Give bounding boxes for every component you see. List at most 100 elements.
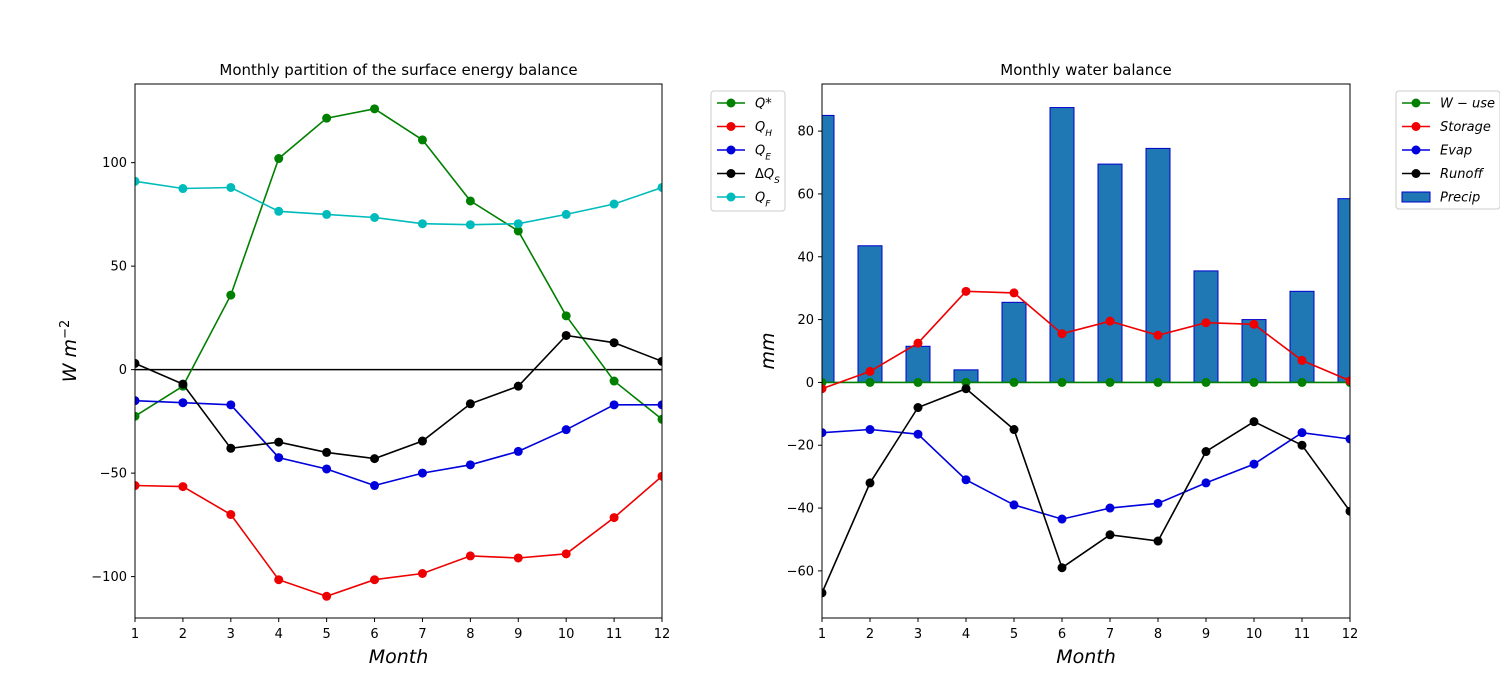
legend-prefix: Δ — [755, 167, 764, 182]
legend-sub: E — [765, 153, 771, 163]
x-tick-label: 1 — [818, 627, 826, 642]
x-tick-label: 10 — [1246, 627, 1263, 642]
series-point — [1009, 425, 1019, 435]
series-point — [561, 330, 571, 340]
series-point — [417, 569, 427, 578]
legend-marker — [726, 192, 736, 202]
series-point — [1153, 377, 1163, 387]
precip-bar — [1337, 198, 1350, 383]
legend-marker — [1411, 169, 1421, 178]
legend-sub: F — [765, 200, 771, 210]
legend-label: Q* — [755, 97, 772, 112]
y-tick-label: 0 — [806, 376, 814, 391]
series-point — [226, 510, 236, 520]
series-point — [465, 220, 475, 230]
series-point — [865, 425, 875, 435]
y-tick-label: −100 — [91, 570, 127, 585]
series-point — [1153, 330, 1163, 340]
series-point — [1249, 377, 1259, 387]
series-line — [822, 387, 1350, 594]
x-tick-label: 8 — [1154, 627, 1162, 642]
y-tick-label: 80 — [797, 125, 814, 140]
precip-bar — [1241, 319, 1267, 383]
legend-label: Runoff — [1440, 167, 1484, 182]
x-tick-label: 4 — [962, 627, 970, 642]
series-point — [1105, 503, 1115, 513]
series-point — [465, 196, 475, 206]
series-point — [178, 379, 188, 389]
series-point — [274, 206, 284, 216]
series-point — [513, 226, 523, 236]
series-point — [1057, 514, 1067, 524]
series-point — [274, 437, 284, 447]
legend-label: Precip — [1440, 191, 1480, 206]
plot-area — [822, 107, 1350, 598]
legend-marker — [1411, 145, 1421, 155]
legend-label: ΔQS — [755, 167, 780, 186]
series-line — [135, 180, 662, 226]
series-point — [961, 377, 971, 387]
series-point — [1105, 530, 1115, 540]
x-tick-label: 8 — [466, 627, 474, 642]
series-point — [913, 429, 923, 439]
x-tick-label: 3 — [227, 627, 235, 642]
series-point — [1249, 459, 1259, 469]
series-point — [1105, 316, 1115, 326]
series-point — [1345, 434, 1350, 444]
precip-bar — [822, 114, 835, 383]
series-point — [178, 398, 188, 408]
y-axis-label: mm — [757, 332, 779, 369]
series-point — [226, 290, 236, 300]
x-tick-label: 9 — [1202, 627, 1210, 642]
x-tick-label: 6 — [1058, 627, 1066, 642]
legend-marker — [1411, 98, 1421, 108]
precip-bar — [857, 245, 883, 383]
precip-bar — [1001, 301, 1027, 383]
series-point — [226, 400, 236, 410]
series-point — [465, 551, 475, 561]
series-point — [322, 447, 332, 457]
x-tick-label: 11 — [1294, 627, 1311, 642]
plot-frame — [134, 83, 663, 619]
series-point — [1345, 506, 1350, 516]
x-tick-label: 4 — [275, 627, 283, 642]
y-tick-label: −60 — [787, 564, 814, 579]
water-balance-chart: 1 2 3 4 5 6 7 8 9 10 11 12−60−40−20020406080Monthly… — [757, 61, 1500, 668]
y-tick-label: 20 — [797, 313, 814, 328]
series-point — [657, 414, 662, 424]
y-tick-label: −40 — [787, 502, 814, 517]
series-point — [657, 400, 662, 410]
legend-marker — [726, 98, 736, 108]
series-point — [417, 436, 427, 446]
y-tick-label: 40 — [797, 250, 814, 265]
series-point — [609, 513, 619, 523]
series-point — [1201, 478, 1211, 488]
series-point — [609, 376, 619, 386]
x-tick-label: 7 — [418, 627, 426, 642]
series-point — [865, 377, 875, 387]
series-point — [322, 464, 332, 474]
plot-frame — [821, 83, 1351, 619]
series-point — [135, 411, 140, 421]
series-point — [561, 209, 571, 219]
series-point — [135, 176, 140, 186]
x-tick-label: 12 — [1342, 627, 1359, 642]
series-point — [1057, 377, 1067, 387]
series-point — [513, 446, 523, 456]
series-point — [135, 358, 140, 368]
series-point — [135, 396, 140, 406]
series-point — [1201, 377, 1211, 387]
x-tick-label: 2 — [866, 627, 874, 642]
series-point — [513, 219, 523, 229]
series-point — [178, 482, 188, 492]
x-axis-label: Month — [1056, 646, 1116, 668]
series-point — [226, 443, 236, 453]
series-point — [561, 425, 571, 435]
series-point — [1153, 536, 1163, 546]
legend-label: QF — [755, 191, 771, 210]
series-point — [1009, 500, 1019, 510]
series-point — [657, 356, 662, 366]
x-tick-label: 6 — [370, 627, 378, 642]
